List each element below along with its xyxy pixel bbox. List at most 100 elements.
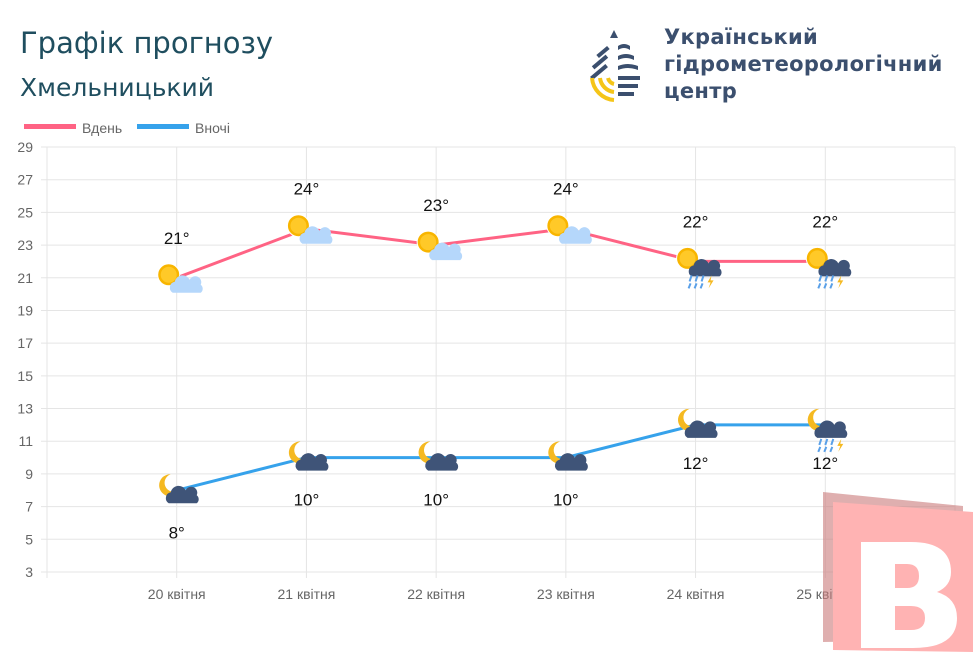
lightning-icon: [837, 275, 844, 289]
sun-core: [420, 234, 437, 251]
org-line-3: центр: [664, 79, 738, 103]
moon-cloud-icon: [677, 408, 718, 438]
moon-icon: [548, 441, 570, 464]
legend-label: Вдень: [82, 120, 122, 136]
y-tick-label: 5: [25, 531, 33, 547]
x-tick-label: 24 квітня: [667, 586, 725, 602]
y-tick-label: 7: [25, 499, 33, 515]
rain-drop: [817, 283, 822, 289]
y-tick-label: 13: [17, 401, 33, 417]
moon-icon: [807, 408, 830, 431]
sun-core: [809, 250, 826, 267]
rain-drop: [823, 283, 828, 289]
rain-drop: [693, 283, 698, 289]
sun-core: [679, 250, 696, 267]
legend-swatch-0: [24, 124, 76, 129]
data-label: 24°: [294, 180, 320, 199]
rain-drop: [688, 275, 693, 282]
data-label: 22°: [812, 212, 838, 231]
cloud-icon: [688, 258, 722, 277]
y-tick-label: 27: [17, 172, 33, 188]
sun-core: [549, 217, 566, 234]
data-label: 21°: [164, 229, 190, 248]
rain-drop: [823, 446, 828, 453]
city-name: Хмельницький: [20, 73, 215, 102]
data-label: 12°: [683, 454, 709, 473]
org-line-1: Український: [664, 25, 819, 49]
y-tick-label: 11: [18, 433, 33, 449]
cloud-icon: [169, 275, 203, 293]
rain-drop: [830, 275, 835, 282]
rain-drop: [824, 438, 829, 446]
moon-icon: [159, 474, 181, 497]
y-tick-label: 17: [17, 335, 33, 351]
sun-cloud-icon: [157, 263, 203, 293]
data-label: 10°: [294, 491, 320, 510]
lightning-icon: [707, 275, 714, 289]
y-tick-label: 19: [17, 302, 33, 318]
rain-drop: [829, 283, 834, 289]
y-tick-label: 29: [17, 139, 33, 155]
y-tick-label: 9: [25, 466, 33, 482]
moon-cloud-icon: [288, 441, 329, 471]
cloud-icon: [559, 226, 592, 244]
data-label: 10°: [553, 491, 579, 510]
sun-cloud-icon: [546, 214, 592, 244]
legend-label: Вночі: [195, 120, 230, 136]
cloud-icon: [684, 420, 718, 438]
rain-drop: [700, 275, 705, 282]
cloud-icon: [295, 453, 329, 471]
lightning-icon: [837, 438, 844, 452]
data-label: 22°: [683, 212, 709, 231]
cloud-icon: [555, 453, 588, 471]
sun-storm-icon: [676, 246, 722, 289]
ugc-logo-icon: [590, 30, 640, 102]
legend-swatch-1: [137, 124, 189, 129]
y-tick-label: 25: [17, 204, 33, 220]
data-label: 24°: [553, 180, 579, 199]
rain-drop: [818, 438, 823, 446]
cloud-icon: [425, 453, 459, 471]
x-tick-label: 22 квітня: [407, 586, 465, 602]
rain-drop: [818, 275, 823, 282]
data-label: 10°: [423, 491, 449, 510]
data-label: 8°: [169, 523, 185, 542]
series-line-day: [176, 227, 826, 280]
moon-icon: [677, 408, 700, 431]
rain-drop: [817, 446, 822, 453]
cloud-icon: [165, 485, 199, 504]
cloud-icon: [429, 242, 463, 261]
y-tick-label: 23: [17, 237, 33, 253]
y-tick-label: 21: [17, 270, 33, 286]
sun-core: [290, 217, 307, 234]
page-title: Графік прогнозу: [20, 26, 274, 60]
rain-drop: [829, 446, 834, 453]
moon-cloud-icon: [548, 441, 588, 471]
moon-cloud-icon: [418, 441, 459, 471]
sun-cloud-icon: [416, 230, 463, 261]
rain-drop: [830, 438, 835, 446]
data-label: 12°: [812, 454, 838, 473]
sun-cloud-icon: [286, 214, 333, 244]
rain-drop: [694, 275, 699, 282]
x-tick-label: 21 квітня: [277, 586, 335, 602]
cloud-icon: [299, 226, 333, 244]
sun-storm-icon: [805, 246, 852, 289]
watermark-logo-icon: [823, 492, 973, 652]
y-tick-label: 15: [17, 368, 33, 384]
data-label: 23°: [423, 196, 449, 215]
cloud-icon: [814, 420, 848, 438]
sun-core: [160, 266, 177, 283]
rain-drop: [824, 275, 829, 282]
organization-name: Український гідрометеорологічний центр: [664, 24, 943, 105]
moon-icon: [418, 441, 441, 464]
x-tick-label: 20 квітня: [148, 586, 206, 602]
y-tick-label: 3: [25, 564, 33, 580]
rain-drop: [699, 283, 704, 289]
moon-cloud-icon: [159, 474, 199, 504]
moon-icon: [288, 441, 311, 464]
series-line-night: [176, 423, 826, 492]
rain-drop: [687, 283, 692, 289]
x-tick-label: 23 квітня: [537, 586, 595, 602]
